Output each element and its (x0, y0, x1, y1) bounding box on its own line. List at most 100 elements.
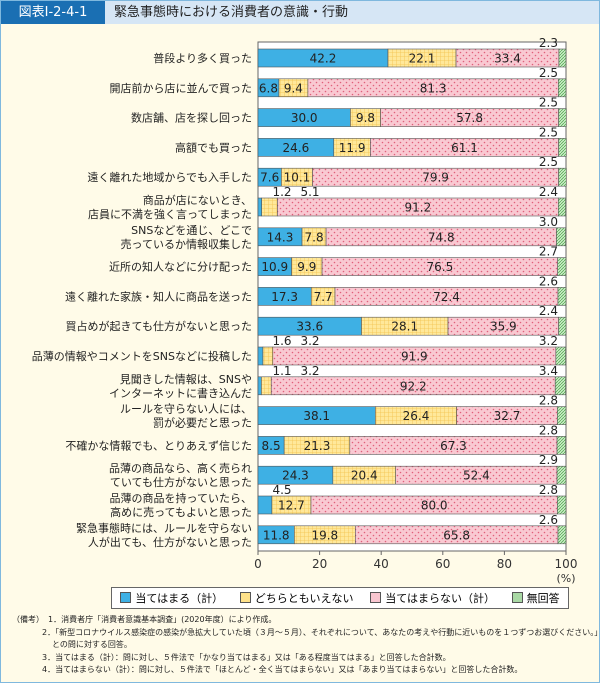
data-label-noanswer: 2.9 (539, 453, 558, 467)
data-label: 12.7 (278, 499, 305, 513)
bar-segment (557, 78, 567, 98)
data-label: 76.5 (427, 260, 454, 274)
bar-segment (557, 406, 567, 425)
data-label: 91.9 (401, 350, 428, 364)
data-label-noanswer: 2.5 (539, 96, 558, 110)
bar-segment (558, 167, 567, 187)
legend-label: 当てはまる（計） (135, 592, 224, 605)
legend-swatch (511, 592, 523, 603)
category-label: 高めに売ってもよいと思った (110, 505, 252, 519)
data-label-noanswer: 2.8 (539, 394, 558, 408)
data-label: 30.0 (291, 111, 318, 125)
data-label-noanswer: 2.8 (539, 483, 558, 497)
data-label-small: 1.2 (272, 185, 291, 199)
data-label: 33.4 (494, 52, 521, 66)
data-label: 57.8 (456, 111, 483, 125)
data-label: 9.9 (297, 260, 316, 274)
data-label-small: 4.5 (272, 483, 291, 497)
category-label: 買占めが起きても仕方がないと思った (66, 319, 252, 333)
legend-label: どちらともいえない (254, 592, 354, 605)
data-label: 7.7 (314, 290, 333, 304)
data-label-small: 1.1 (272, 364, 291, 378)
data-label: 11.8 (263, 528, 290, 542)
data-label: 33.6 (296, 320, 323, 334)
category-label: 不確かな情報でも、とりあえず信じた (65, 438, 252, 452)
data-label-noanswer: 2.4 (539, 304, 558, 318)
category-label: 品薄の商品を持っていたら、 (110, 491, 252, 505)
bar-segment (257, 197, 262, 217)
data-label: 14.3 (267, 230, 294, 244)
bar-segment (556, 227, 566, 247)
note-line: （備考） 1．消費者庁「消費者意識基本調査」(2020年度）により作成。 (12, 615, 277, 624)
legend-item: どちらともいえない (239, 590, 354, 606)
data-label: 80.0 (421, 499, 448, 513)
bar-segment (557, 287, 567, 306)
bar-segment (555, 346, 566, 366)
data-label-noanswer: 2.4 (539, 185, 558, 199)
data-label: 67.3 (440, 439, 467, 453)
data-label-noanswer: 2.5 (539, 155, 558, 169)
data-label: 61.1 (451, 141, 478, 155)
data-label: 28.1 (391, 320, 418, 334)
legend-swatch (370, 592, 382, 603)
category-label: 人が出ても、仕方がないと思った (88, 535, 252, 549)
x-tick-label: 20 (312, 557, 327, 571)
data-label: 8.5 (262, 439, 281, 453)
data-label: 92.2 (400, 379, 427, 393)
category-label: 遠く離れた家族・知人に商品を送った (65, 289, 252, 303)
category-label: 遠く離れた地域からでも入手した (87, 170, 252, 184)
figure-title: 緊急事態時における消費者の意識・行動 (114, 5, 349, 20)
category-label: 数店舗、店を探し回った (131, 111, 252, 125)
category-label: ていても仕方がないと思った (110, 475, 252, 489)
data-label-noanswer: 2.8 (539, 423, 558, 437)
data-label: 74.8 (428, 230, 455, 244)
category-label: 罰が必要だと思った (153, 416, 252, 430)
category-label: 高額でも買った (175, 140, 252, 154)
data-label: 11.9 (339, 141, 366, 155)
category-label: 開店前から店に並んで買った (110, 81, 252, 95)
data-label: 52.4 (463, 469, 490, 483)
data-label: 26.4 (403, 409, 430, 423)
category-label: 近所の知人などに分け配った (109, 260, 252, 274)
data-label-noanswer: 3.4 (539, 364, 558, 378)
bar-segment (257, 376, 262, 396)
category-label: 商品が店にないとき、 (143, 193, 252, 207)
x-tick-label: 80 (497, 557, 512, 571)
data-label-noanswer: 2.7 (539, 245, 558, 259)
data-label-noanswer: 2.6 (539, 513, 558, 527)
category-label: 品薄の情報やコメントをSNSなどに投稿した (32, 349, 252, 363)
notes: （備考） 1．消費者庁「消費者意識基本調査」(2020年度）により作成。 2．「新… (12, 614, 600, 677)
data-label: 10.9 (261, 260, 288, 274)
data-label: 9.4 (284, 81, 303, 95)
data-label: 32.7 (494, 409, 521, 423)
figure-number: 図表Ⅰ-2-4-1 (1, 1, 105, 24)
data-label: 79.9 (422, 171, 449, 185)
data-label-small: 3.2 (300, 334, 319, 348)
note-line: 4．当てはまらない（計）：問に対し、５件法で「ほとんど・全く当てはまらない」又は… (42, 665, 523, 674)
bar-segment (557, 197, 566, 217)
legend-label: 無回答 (526, 592, 560, 605)
data-label: 10.1 (284, 171, 311, 185)
x-tick-label: 60 (435, 557, 450, 571)
data-label: 24.3 (282, 469, 309, 483)
data-label-small: 1.6 (272, 334, 291, 348)
data-label-noanswer: 3.2 (539, 334, 558, 348)
data-label-noanswer: 3.0 (539, 215, 558, 229)
category-label: ルールを守らない人には、 (120, 402, 252, 416)
bar-segment (554, 376, 566, 396)
category-label: 普段より多く買った (153, 51, 252, 65)
data-label: 72.4 (433, 290, 460, 304)
category-label: 店員に不満を強く言ってしまった (88, 207, 252, 221)
data-label: 9.8 (356, 111, 375, 125)
legend-item: 無回答 (511, 590, 560, 606)
bar-segment (557, 257, 567, 276)
data-label: 35.9 (490, 320, 517, 334)
data-label-noanswer: 2.6 (539, 274, 558, 288)
x-unit: (%) (556, 572, 575, 585)
bar-segment (261, 376, 272, 396)
data-label-small: 3.2 (300, 364, 319, 378)
data-label: 22.1 (409, 52, 436, 66)
bar-segment (558, 316, 567, 336)
legend-item: 当てはまる（計） (120, 590, 223, 606)
